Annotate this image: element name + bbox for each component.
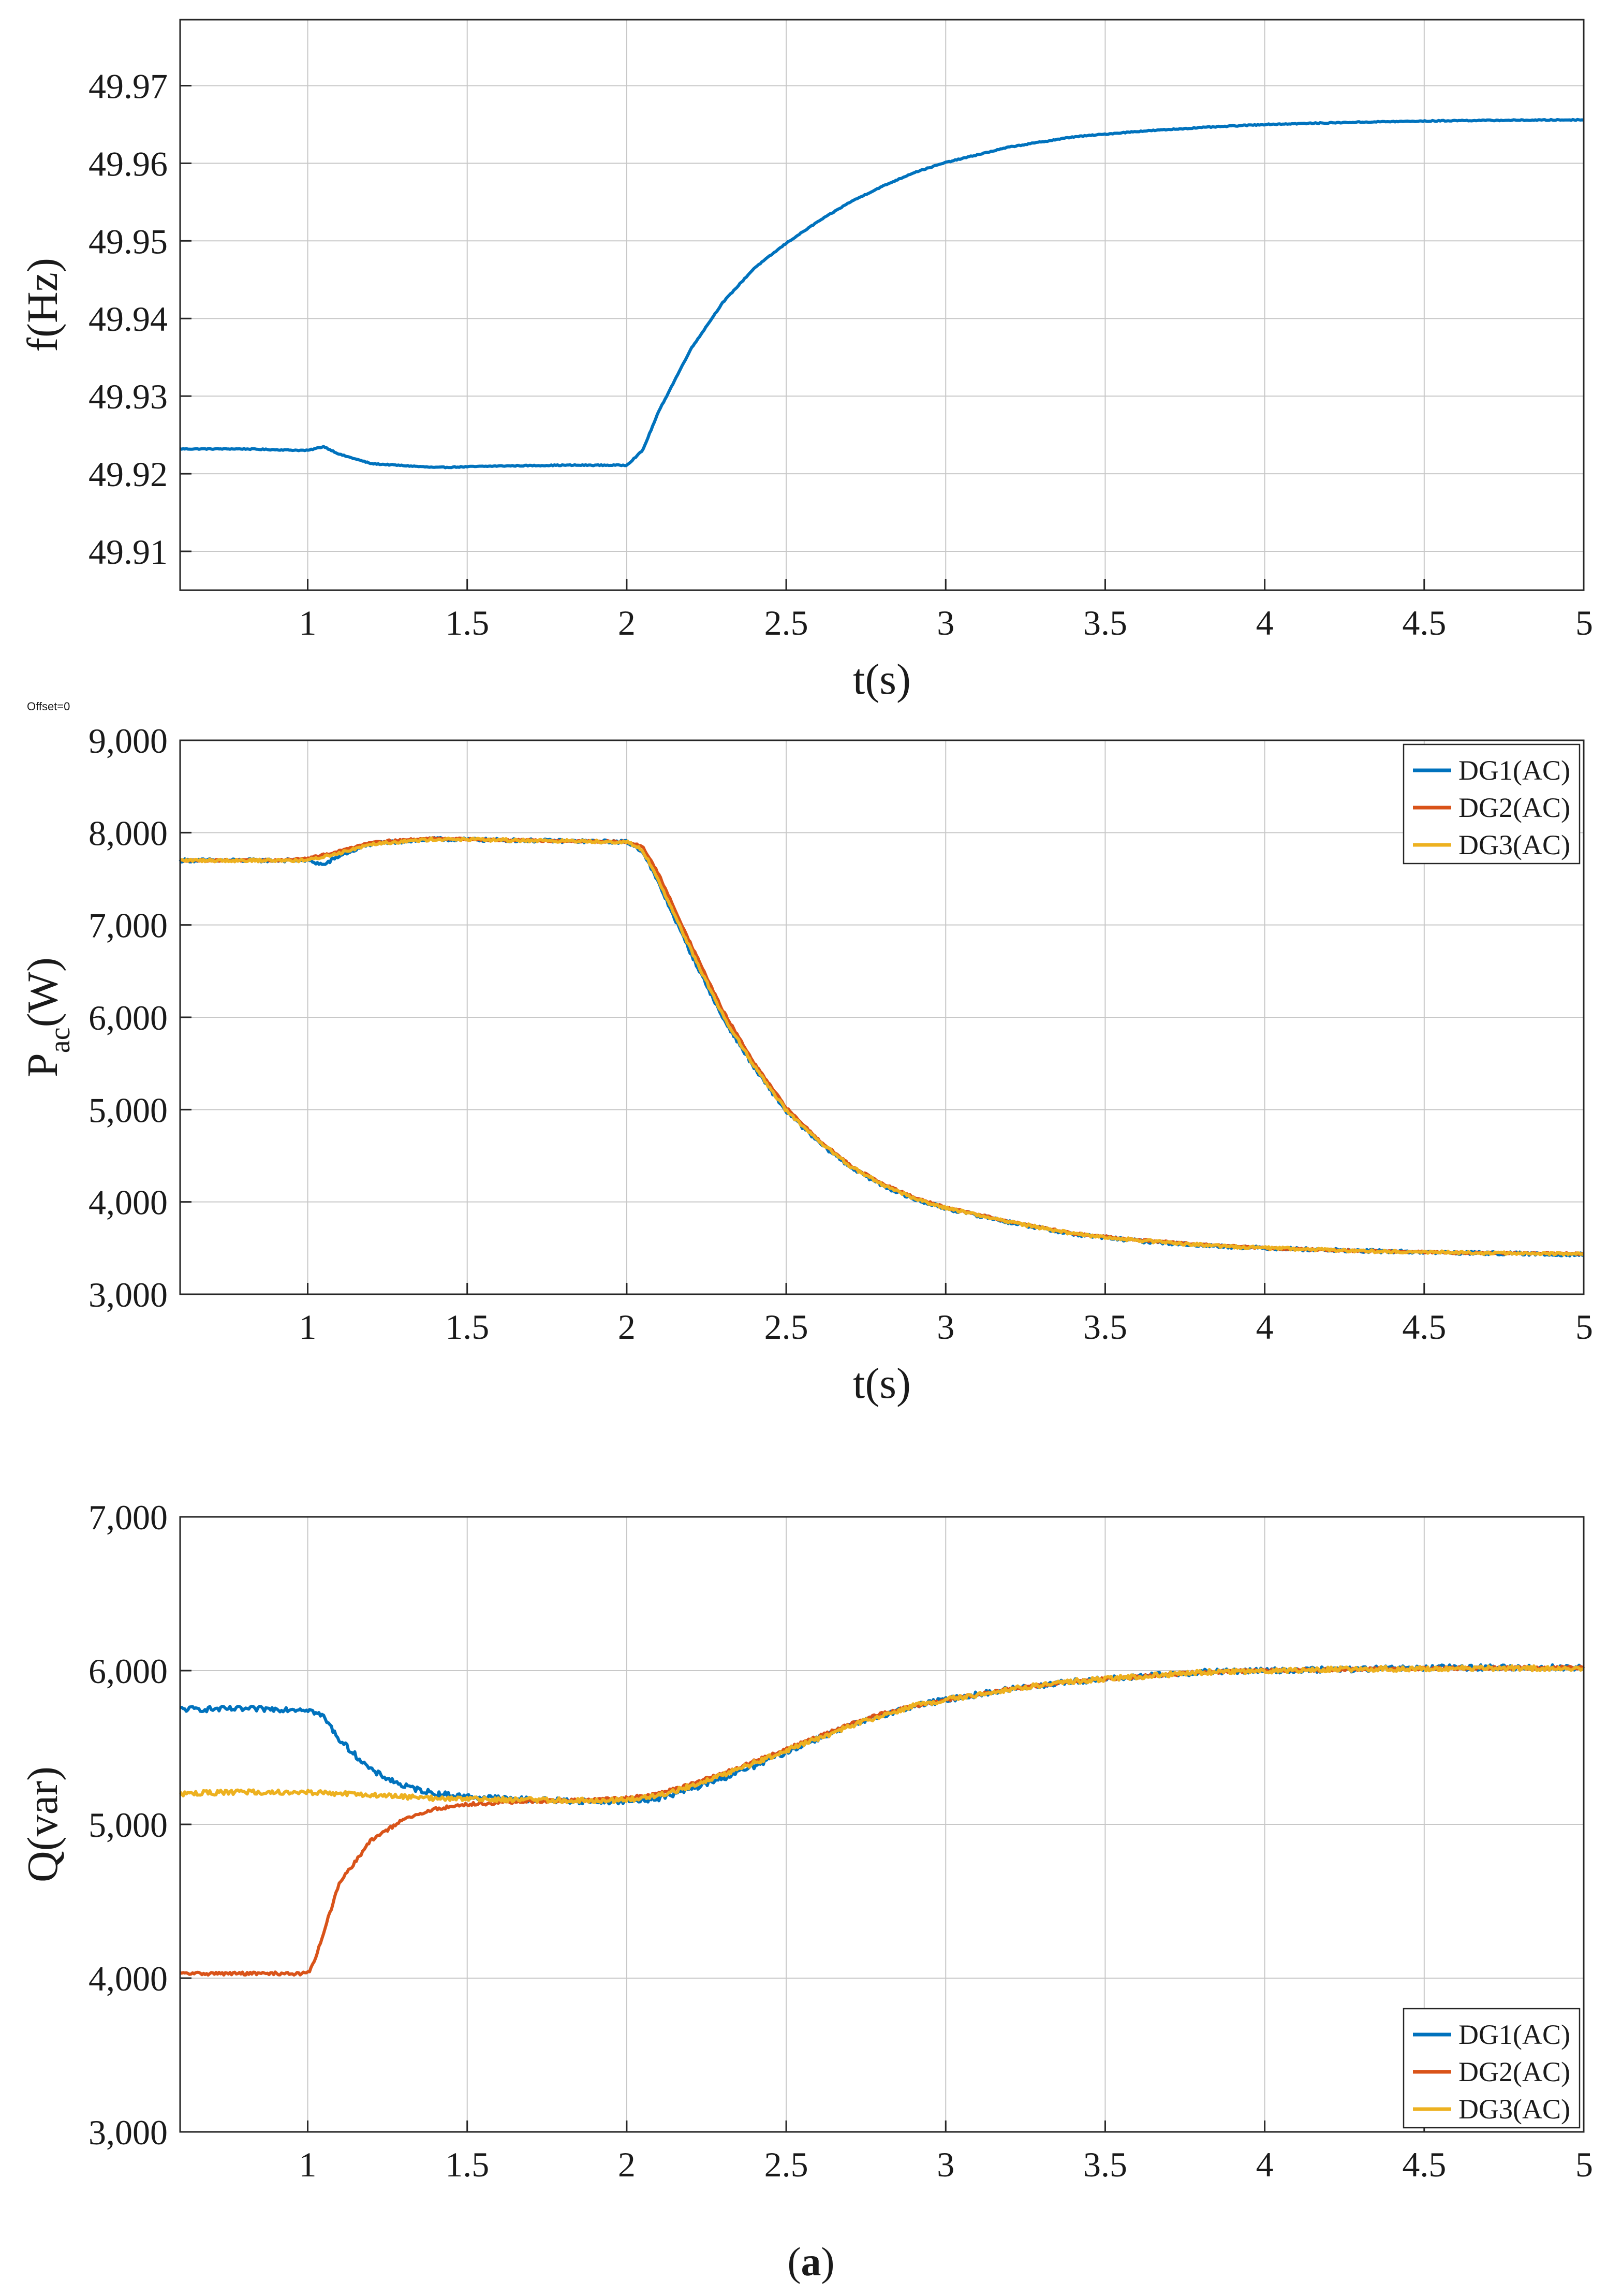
pac-xtick-label-8: 5 [1575,1307,1593,1347]
q-xtick-label-7: 4.5 [1402,2145,1446,2184]
freq-xtick-label-8: 5 [1575,603,1593,642]
pac-xtick-label-7: 4.5 [1402,1307,1446,1347]
freq-xtick-label-0: 1 [299,603,317,642]
pac-xtick-label-5: 3.5 [1083,1307,1127,1347]
pac-ytick-label-1: 4,000 [89,1183,168,1222]
active-power-chart: 1 1.5 2 2.5 3 3.5 4 4.5 5 3,000 4,000 5,000 6,000 7,0… [19,721,1593,1408]
freq-ytick-label-1: 49.92 [89,455,168,494]
caption-close: ) [821,2239,835,2284]
q-legend-label-2: DG3(AC) [1458,2094,1570,2125]
q-xtick-label-2: 2 [618,2145,636,2184]
q-xtick-label-0: 1 [299,2145,317,2184]
freq-xtick-label-7: 4.5 [1402,603,1446,642]
q-xtick-label-3: 2.5 [764,2145,808,2184]
pac-legend-label-0: DG1(AC) [1458,755,1570,786]
freq-plot-area [180,20,1584,590]
q-ytick-label-3: 6,000 [89,1651,168,1691]
caption-letter: a [801,2239,821,2284]
freq-ytick-label-5: 49.96 [89,144,168,183]
q-legend-label-0: DG1(AC) [1458,2019,1570,2050]
pac-ytick-label-3: 6,000 [89,998,168,1037]
pac-xtick-label-1: 1.5 [445,1307,489,1347]
q-legend-label-1: DG2(AC) [1458,2056,1570,2087]
freq-xtick-label-2: 2 [618,603,636,642]
freq-xtick-label-3: 2.5 [764,603,808,642]
freq-axes-frame [179,19,1585,591]
freq-xlabel: t(s) [853,655,911,704]
freq-ylabel: f(Hz) [19,258,67,352]
reactive-power-chart: 1 1.5 2 2.5 3 3.5 4 4.5 5 3,000 4,000 5,000 6,000 7,0… [19,1498,1593,2184]
q-legend: DG1(AC) DG2(AC) DG3(AC) [1403,2008,1581,2129]
freq-ytick-label-6: 49.97 [89,66,168,106]
pac-xtick-label-4: 3 [937,1307,954,1347]
q-ytick-label-0: 3,000 [89,2113,168,2152]
freq-series-f [180,118,1584,470]
q-series-dg3-ac [179,1664,1584,1804]
freq-xtick-label-4: 3 [937,603,954,642]
q-series-dg1-ac [180,1663,1585,1806]
freq-xtick-label-6: 4 [1256,603,1274,642]
pac-xlabel: t(s) [853,1359,911,1408]
freq-ytick-label-3: 49.94 [89,299,168,339]
q-xtick-label-6: 4 [1256,2145,1274,2184]
pac-ylabel-sub: ac [44,1027,76,1053]
freq-xtick-label-5: 3.5 [1083,603,1127,642]
pac-xtick-label-6: 4 [1256,1307,1274,1347]
pac-ytick-label-0: 3,000 [89,1275,168,1314]
pac-ylabel-unit: (W) [19,957,67,1027]
figure-caption: (a) [788,2239,835,2284]
pac-legend-label-2: DG3(AC) [1458,829,1570,860]
pac-legend: DG1(AC) DG2(AC) DG3(AC) [1403,743,1581,865]
pac-ytick-label-4: 7,000 [89,906,168,945]
frequency-chart: 1 1.5 2 2.5 3 3.5 4 4.5 5 49.91 49.92 49.93 49.94 49.… [19,19,1593,704]
q-xtick-label-1: 1.5 [445,2145,489,2184]
pac-xtick-label-0: 1 [299,1307,317,1347]
pac-xtick-label-3: 2.5 [764,1307,808,1347]
pac-ytick-label-2: 5,000 [89,1090,168,1130]
freq-xtick-label-1: 1.5 [445,603,489,642]
q-xtick-label-4: 3 [937,2145,954,2184]
q-ytick-label-2: 5,000 [89,1805,168,1845]
q-ytick-label-1: 4,000 [89,1959,168,1998]
pac-ytick-label-6: 9,000 [89,721,168,761]
pac-ylabel: Pac(W) [19,957,76,1077]
pac-ylabel-main: P [19,1053,67,1077]
pac-legend-label-1: DG2(AC) [1458,792,1570,823]
q-xtick-label-5: 3.5 [1083,2145,1127,2184]
pac-xtick-label-2: 2 [618,1307,636,1347]
offset-note: Offset=0 [27,700,70,713]
q-xtick-label-8: 5 [1575,2145,1593,2184]
freq-ytick-label-2: 49.93 [89,377,168,416]
pac-series-dg3-ac [180,836,1585,1257]
freq-ytick-label-0: 49.91 [89,532,168,572]
freq-ytick-label-4: 49.95 [89,222,168,261]
pac-ytick-label-5: 8,000 [89,813,168,853]
q-ylabel: Q(var) [19,1766,67,1882]
q-ytick-label-4: 7,000 [89,1498,168,1537]
caption-open: ( [788,2239,801,2284]
